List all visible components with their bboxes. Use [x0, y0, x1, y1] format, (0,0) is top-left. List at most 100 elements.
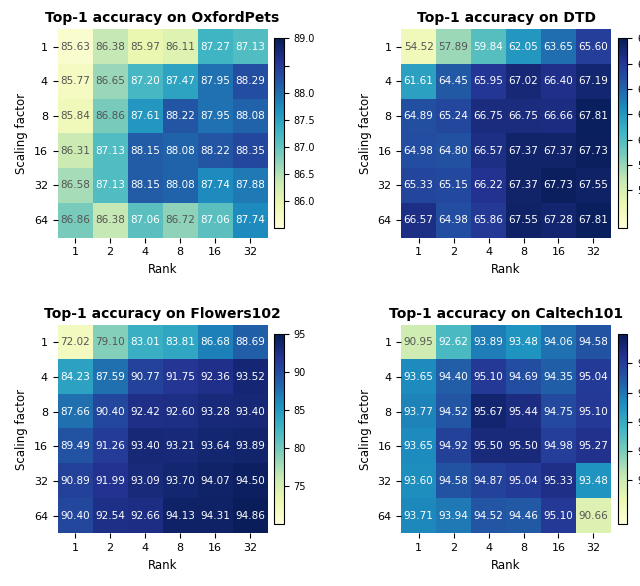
Text: 90.89: 90.89 [60, 476, 90, 486]
Text: 65.60: 65.60 [579, 42, 609, 52]
Text: 91.99: 91.99 [95, 476, 125, 486]
Text: 94.75: 94.75 [543, 407, 573, 417]
Text: 66.57: 66.57 [404, 215, 433, 225]
Text: 92.54: 92.54 [95, 511, 125, 521]
Text: 94.69: 94.69 [509, 372, 538, 382]
Text: 94.87: 94.87 [474, 476, 504, 486]
Text: 66.75: 66.75 [509, 111, 538, 121]
X-axis label: Rank: Rank [148, 558, 177, 571]
Text: 87.66: 87.66 [60, 407, 90, 417]
Text: 67.19: 67.19 [579, 76, 609, 86]
Text: 88.35: 88.35 [235, 146, 265, 156]
Text: 66.22: 66.22 [474, 180, 504, 190]
Text: 93.48: 93.48 [579, 476, 609, 486]
Text: 94.92: 94.92 [438, 441, 468, 451]
Text: 88.08: 88.08 [235, 111, 265, 121]
Text: 93.48: 93.48 [509, 338, 538, 347]
Text: 94.50: 94.50 [235, 476, 265, 486]
Text: 65.86: 65.86 [474, 215, 504, 225]
Text: 85.63: 85.63 [60, 42, 90, 52]
Text: 86.65: 86.65 [95, 76, 125, 86]
Text: 66.66: 66.66 [543, 111, 573, 121]
Text: 87.74: 87.74 [235, 215, 265, 225]
Text: 92.66: 92.66 [130, 511, 160, 521]
Text: 93.28: 93.28 [200, 407, 230, 417]
Text: 94.07: 94.07 [200, 476, 230, 486]
Text: 72.02: 72.02 [60, 338, 90, 347]
Title: Top-1 accuracy on OxfordPets: Top-1 accuracy on OxfordPets [45, 11, 280, 25]
Text: 92.36: 92.36 [200, 372, 230, 382]
X-axis label: Rank: Rank [492, 558, 521, 571]
Text: 62.05: 62.05 [509, 42, 538, 52]
Text: 67.55: 67.55 [509, 215, 538, 225]
Text: 92.62: 92.62 [438, 338, 468, 347]
Y-axis label: Scaling factor: Scaling factor [359, 93, 372, 174]
Text: 86.86: 86.86 [95, 111, 125, 121]
Text: 67.02: 67.02 [509, 76, 538, 86]
Text: 86.38: 86.38 [95, 42, 125, 52]
Text: 95.50: 95.50 [509, 441, 538, 451]
Text: 64.89: 64.89 [404, 111, 433, 121]
Text: 61.61: 61.61 [404, 76, 433, 86]
Text: 65.24: 65.24 [438, 111, 468, 121]
Text: 88.29: 88.29 [235, 76, 265, 86]
Text: 87.47: 87.47 [165, 76, 195, 86]
Text: 65.95: 65.95 [474, 76, 504, 86]
Text: 67.37: 67.37 [543, 146, 573, 156]
Text: 93.40: 93.40 [235, 407, 265, 417]
Title: Top-1 accuracy on DTD: Top-1 accuracy on DTD [417, 11, 596, 25]
Text: 67.37: 67.37 [509, 180, 538, 190]
Text: 93.21: 93.21 [165, 441, 195, 451]
Text: 87.95: 87.95 [200, 111, 230, 121]
Text: 87.13: 87.13 [95, 146, 125, 156]
Text: 92.42: 92.42 [130, 407, 160, 417]
Text: 59.84: 59.84 [474, 42, 504, 52]
Text: 87.06: 87.06 [130, 215, 160, 225]
Text: 87.74: 87.74 [200, 180, 230, 190]
Text: 88.22: 88.22 [165, 111, 195, 121]
Text: 88.15: 88.15 [130, 180, 160, 190]
Text: 89.49: 89.49 [60, 441, 90, 451]
Text: 94.52: 94.52 [438, 407, 468, 417]
Text: 66.57: 66.57 [474, 146, 504, 156]
Text: 95.10: 95.10 [543, 511, 573, 521]
Text: 86.86: 86.86 [60, 215, 90, 225]
Text: 88.08: 88.08 [165, 146, 195, 156]
Text: 67.81: 67.81 [579, 215, 609, 225]
Text: 65.15: 65.15 [438, 180, 468, 190]
Text: 64.45: 64.45 [438, 76, 468, 86]
Text: 67.81: 67.81 [579, 111, 609, 121]
Text: 87.13: 87.13 [235, 42, 265, 52]
Text: 85.77: 85.77 [60, 76, 90, 86]
Text: 83.01: 83.01 [130, 338, 160, 347]
Text: 87.20: 87.20 [130, 76, 160, 86]
Text: 90.40: 90.40 [60, 511, 90, 521]
Title: Top-1 accuracy on Flowers102: Top-1 accuracy on Flowers102 [44, 307, 281, 321]
Text: 94.86: 94.86 [235, 511, 265, 521]
Text: 91.26: 91.26 [95, 441, 125, 451]
Text: 94.46: 94.46 [509, 511, 538, 521]
Text: 87.95: 87.95 [200, 76, 230, 86]
Text: 95.04: 95.04 [579, 372, 609, 382]
Text: 85.84: 85.84 [60, 111, 90, 121]
Text: 94.58: 94.58 [438, 476, 468, 486]
Text: 95.44: 95.44 [509, 407, 538, 417]
Text: 83.81: 83.81 [165, 338, 195, 347]
Text: 67.55: 67.55 [579, 180, 609, 190]
Text: 94.35: 94.35 [543, 372, 573, 382]
Text: 94.13: 94.13 [165, 511, 195, 521]
Text: 93.52: 93.52 [235, 372, 265, 382]
X-axis label: Rank: Rank [492, 263, 521, 276]
Text: 90.40: 90.40 [95, 407, 125, 417]
Text: 95.04: 95.04 [509, 476, 538, 486]
Text: 67.37: 67.37 [509, 146, 538, 156]
Text: 94.40: 94.40 [439, 372, 468, 382]
Text: 88.08: 88.08 [165, 180, 195, 190]
Text: 64.80: 64.80 [439, 146, 468, 156]
Text: 94.52: 94.52 [474, 511, 504, 521]
Text: 66.40: 66.40 [543, 76, 573, 86]
Text: 86.68: 86.68 [200, 338, 230, 347]
Text: 86.58: 86.58 [60, 180, 90, 190]
Text: 93.71: 93.71 [404, 511, 433, 521]
Text: 93.65: 93.65 [404, 372, 433, 382]
